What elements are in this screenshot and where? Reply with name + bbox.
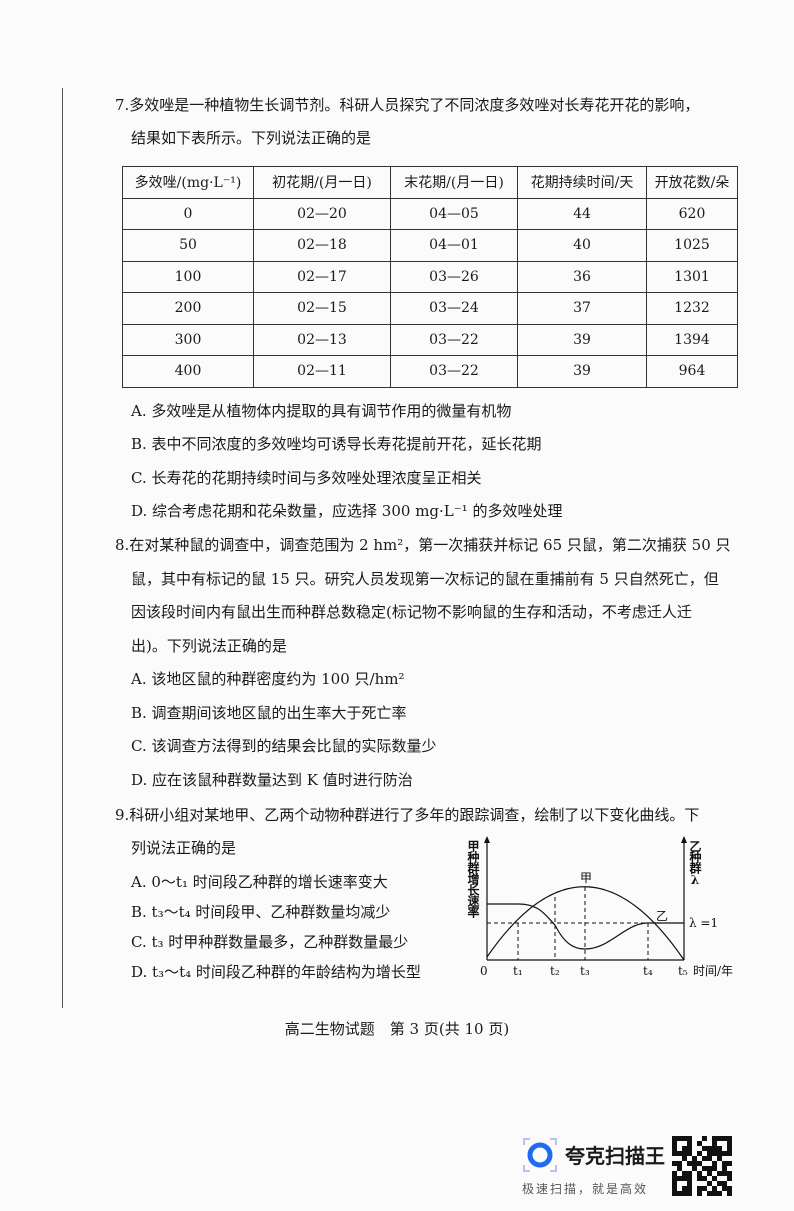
table-cell: 200	[122, 292, 254, 325]
q7-option-a: A. 多效唑是从植物体内提取的具有调节作用的微量有机物	[131, 402, 512, 420]
tick-t4: t₄	[643, 964, 653, 978]
table-cell: 1394	[646, 323, 738, 356]
table-cell: 02—15	[253, 292, 391, 325]
watermark-slogan: 极速扫描，就是高效	[522, 1182, 649, 1196]
curve-yi-label: 乙	[656, 909, 668, 923]
q9-graph: 0 t₁ t₂ t₃ t₄ t₅ 时间/年 甲 乙 λ =1	[480, 836, 733, 978]
quark-scanner-logo-icon	[523, 1138, 557, 1172]
table-cell: 620	[646, 197, 738, 230]
table-cell: 39	[517, 323, 647, 356]
q8-option-d: D. 应在该鼠种群数量达到 K 值时进行防治	[131, 771, 413, 789]
table-cell: 37	[517, 292, 647, 325]
header-cell: 花期持续时间/天	[517, 166, 647, 199]
right-axis-label: 乙种群λ	[688, 840, 702, 886]
q9-option-c: C. t₃ 时甲种群数量最多，乙种群数量最少	[131, 933, 409, 951]
q9-option-a: A. 0～t₁ 时间段乙种群的增长速率变大	[131, 873, 388, 891]
axis-arrows	[484, 836, 687, 843]
table-cell: 03—26	[390, 260, 518, 293]
q7-table: 多效唑/(mg·L⁻¹) 初花期/(月一日) 末花期/(月一日) 花期持续时间/…	[122, 166, 738, 388]
table-cell: 03—22	[390, 323, 518, 356]
q7-stem-line2: 结果如下表所示。下列说法正确的是	[131, 129, 372, 147]
header-cell: 末花期/(月一日)	[390, 166, 518, 199]
left-axis-label: 甲种群增长速率	[466, 840, 480, 917]
table-cell: 02—18	[253, 229, 391, 262]
q8-stem-line2: 鼠，其中有标记的鼠 15 只。研究人员发现第一次标记的鼠在重捕前有 5 只自然死…	[131, 570, 719, 588]
q8-option-b: B. 调查期间该地区鼠的出生率大于死亡率	[131, 704, 407, 722]
table-row: 0 02—20 04—05 44 620	[122, 197, 738, 230]
table-cell: 03—24	[390, 292, 518, 325]
q9-option-b: B. t₃～t₄ 时间段甲、乙种群数量均减少	[131, 903, 391, 921]
table-cell: 0	[122, 197, 254, 230]
table-cell: 02—13	[253, 323, 391, 356]
page-footer: 高二生物试题 第 3 页(共 10 页)	[284, 1020, 510, 1038]
table-cell: 1232	[646, 292, 738, 325]
table-cell: 400	[122, 355, 254, 388]
q8-option-a: A. 该地区鼠的种群密度约为 100 只/hm²	[131, 670, 405, 688]
header-cell: 初花期/(月一日)	[253, 166, 391, 199]
curve-jia-label: 甲	[580, 871, 592, 885]
table-row: 400 02—11 03—22 39 964	[122, 355, 738, 388]
qr-code-icon	[672, 1136, 732, 1196]
table-row: 100 02—17 03—26 36 1301	[122, 260, 738, 293]
table-cell: 36	[517, 260, 647, 293]
table-cell: 02—11	[253, 355, 391, 388]
table-cell: 03—22	[390, 355, 518, 388]
q8-stem-line4: 出)。下列说法正确的是	[131, 637, 287, 655]
lambda-label: λ =1	[689, 916, 718, 930]
table-cell: 04—05	[390, 197, 518, 230]
q7-option-b: B. 表中不同浓度的多效唑均可诱导长寿花提前开花，延长花期	[131, 435, 542, 453]
q9-stem-line2: 列说法正确的是	[131, 839, 237, 857]
table-cell: 50	[122, 229, 254, 262]
table-row: 200 02—15 03—24 37 1232	[122, 292, 738, 325]
watermark-brand: 夸克扫描王	[565, 1144, 665, 1168]
header-cell: 多效唑/(mg·L⁻¹)	[122, 166, 254, 199]
tick-t2: t₂	[550, 964, 560, 978]
header-cell: 开放花数/朵	[646, 166, 738, 199]
table-cell: 04—01	[390, 229, 518, 262]
table-cell: 39	[517, 355, 647, 388]
margin-line	[62, 88, 63, 1008]
table-cell: 964	[646, 355, 738, 388]
tick-t1: t₁	[513, 964, 523, 978]
x-axis-label: 时间/年	[693, 964, 733, 978]
table-cell: 1025	[646, 229, 738, 262]
q8-stem-line3: 因该段时间内有鼠出生而种群总数稳定(标记物不影响鼠的生存和活动，不考虑迁人迁	[131, 603, 692, 621]
q7-stem-line1: 7.多效唑是一种植物生长调节剂。科研人员探究了不同浓度多效唑对长寿花开花的影响，	[115, 96, 700, 114]
table-cell: 44	[517, 197, 647, 230]
q9-stem-line1: 9.科研小组对某地甲、乙两个动物种群进行了多年的跟踪调查，绘制了以下变化曲线。下	[115, 806, 700, 824]
q8-stem-line1: 8.在对某种鼠的调查中，调查范围为 2 hm²，第一次捕获并标记 65 只鼠，第…	[115, 536, 731, 554]
table-cell: 100	[122, 260, 254, 293]
table-header-row: 多效唑/(mg·L⁻¹) 初花期/(月一日) 末花期/(月一日) 花期持续时间/…	[122, 166, 738, 199]
table-cell: 300	[122, 323, 254, 356]
q7-option-d: D. 综合考虑花期和花朵数量，应选择 300 mg·L⁻¹ 的多效唑处理	[131, 502, 563, 520]
origin-label: 0	[480, 964, 488, 978]
table-cell: 02—20	[253, 197, 391, 230]
tick-t5: t₅	[678, 964, 688, 978]
q8-option-c: C. 该调查方法得到的结果会比鼠的实际数量少	[131, 737, 437, 755]
table-row: 300 02—13 03—22 39 1394	[122, 323, 738, 356]
q7-option-c: C. 长寿花的花期持续时间与多效唑处理浓度呈正相关	[131, 469, 482, 487]
table-cell: 40	[517, 229, 647, 262]
table-cell: 1301	[646, 260, 738, 293]
table-cell: 02—17	[253, 260, 391, 293]
curve-yi	[487, 903, 684, 950]
table-row: 50 02—18 04—01 40 1025	[122, 229, 738, 262]
curve-jia	[486, 886, 685, 961]
tick-t3: t₃	[580, 964, 590, 978]
q9-option-d: D. t₃～t₄ 时间段乙种群的年龄结构为增长型	[131, 963, 421, 981]
